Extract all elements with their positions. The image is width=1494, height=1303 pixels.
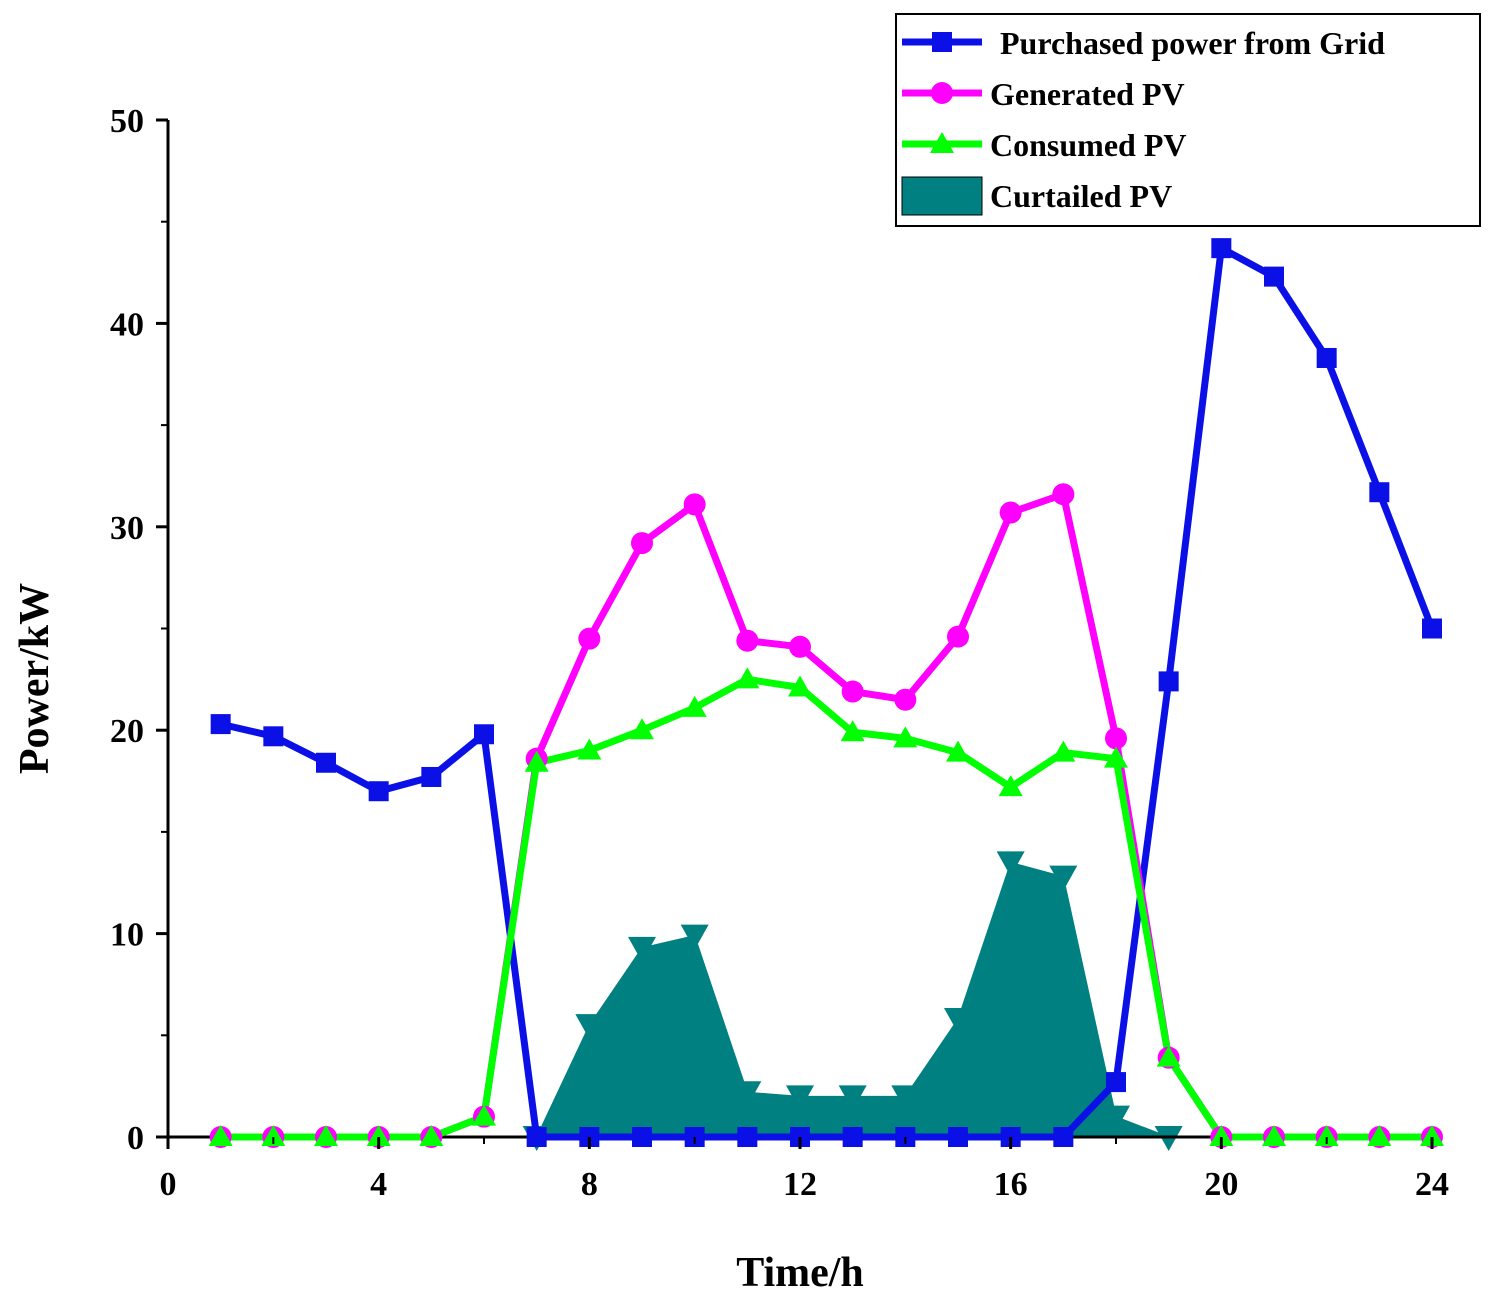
curtailed-pv-point xyxy=(575,1014,604,1040)
consumed-pv-point xyxy=(472,1104,496,1126)
y-axis-title: Power/kW xyxy=(12,583,58,774)
line-layer xyxy=(219,244,1436,1141)
legend-marker-generated-pv xyxy=(931,82,953,104)
generated-pv-point xyxy=(736,629,759,652)
x-tick-label: 8 xyxy=(581,1166,598,1203)
axes xyxy=(166,120,1432,1139)
legend-marker-consumed-pv xyxy=(930,132,954,153)
consumed-pv-point xyxy=(998,775,1023,797)
purchased-power-from-grid-point xyxy=(632,1127,652,1147)
legend-label-generated-pv: Generated PV xyxy=(990,76,1185,112)
x-tick-label: 12 xyxy=(783,1166,817,1203)
consumed-pv-point xyxy=(735,667,760,689)
consumed-pv-point xyxy=(261,1125,286,1146)
generated-pv-point xyxy=(1105,727,1127,750)
y-tick-label: 0 xyxy=(127,1120,144,1157)
x-tick-label: 4 xyxy=(370,1166,387,1203)
purchased-power-from-grid-point xyxy=(1211,238,1232,259)
consumed-pv-point xyxy=(1262,1125,1286,1146)
consumed-pv-line xyxy=(220,675,1432,1141)
purchased-power-from-grid-point xyxy=(842,1127,863,1147)
x-axis-title: Time/h xyxy=(736,1250,864,1296)
consumed-pv-point xyxy=(208,1125,233,1146)
consumed-pv-point xyxy=(893,726,918,748)
curtailed-pv-point xyxy=(1102,1105,1130,1131)
y-tick-label: 30 xyxy=(110,510,144,547)
consumed-pv-point xyxy=(1367,1125,1392,1146)
consumed-pv-point xyxy=(788,675,812,697)
purchased-power-from-grid-point xyxy=(1158,671,1179,692)
tick-layer: 0 10 20 30 40 50 0 4 8 12 16 20 24 xyxy=(110,103,1449,1203)
purchased-power-from-grid-point xyxy=(1264,266,1284,287)
legend-marker-purchased-power-from-grid xyxy=(932,32,952,52)
y-tick-label: 50 xyxy=(110,103,144,140)
purchased-power-from-grid-point xyxy=(737,1127,758,1147)
purchased-power-from-grid-point xyxy=(210,714,231,735)
purchased-power-from-grid-point xyxy=(263,726,284,747)
consumed-pv-point xyxy=(1314,1125,1339,1146)
legend-swatch-curtailed-pv xyxy=(901,176,983,216)
purchased-power-from-grid-point xyxy=(1316,347,1337,368)
consumed-pv-point xyxy=(840,720,865,742)
purchased-power-from-grid-point xyxy=(368,781,389,802)
purchased-power-from-grid-point xyxy=(1422,618,1442,639)
generated-pv-point xyxy=(631,532,653,555)
area-layer xyxy=(522,851,1183,1151)
consumed-pv-point xyxy=(682,695,707,717)
marker-layer xyxy=(208,238,1444,1148)
purchased-power-from-grid-point xyxy=(1369,482,1390,503)
y-tick-label: 20 xyxy=(110,713,144,750)
consumed-pv-point xyxy=(314,1125,338,1146)
generated-pv-point xyxy=(947,625,969,648)
consumed-pv-point xyxy=(524,750,549,772)
curtailed-pv-point xyxy=(891,1085,920,1111)
curtailed-pv-point xyxy=(996,851,1025,877)
consumed-pv-point xyxy=(419,1125,444,1146)
curtailed-pv-point xyxy=(1049,865,1078,891)
generated-pv-point xyxy=(1052,483,1075,506)
generated-pv-point xyxy=(999,501,1022,524)
curtailed-pv-point xyxy=(733,1081,762,1107)
legend-label-curtailed-pv: Curtailed PV xyxy=(990,178,1172,214)
legend-box xyxy=(895,13,1481,227)
consumed-pv-point xyxy=(366,1125,391,1146)
legend: Purchased power from Grid Generated PV Con… xyxy=(895,13,1481,227)
generated-pv-point xyxy=(841,680,864,703)
consumed-pv-point xyxy=(1420,1125,1444,1146)
generated-pv-point xyxy=(789,635,811,658)
purchased-power-from-grid-line xyxy=(219,244,1436,1141)
purchased-power-from-grid-point xyxy=(526,1127,547,1147)
purchased-power-from-grid-point xyxy=(1053,1127,1074,1147)
curtailed-pv-point xyxy=(786,1085,814,1111)
consumed-pv-point xyxy=(630,718,654,740)
x-tick-label: 20 xyxy=(1204,1166,1238,1203)
curtailed-pv-point xyxy=(680,924,709,950)
purchased-power-from-grid-point xyxy=(421,766,442,787)
y-tick-label: 10 xyxy=(110,917,144,954)
curtailed-pv-point xyxy=(628,936,656,962)
generated-pv-point xyxy=(683,493,706,516)
purchased-power-from-grid-point xyxy=(1106,1072,1126,1093)
generated-pv-point xyxy=(578,627,601,650)
generated-pv-line xyxy=(220,490,1432,1141)
legend-label-consumed-pv: Consumed PV xyxy=(990,127,1186,163)
purchased-power-from-grid-point xyxy=(474,724,494,745)
consumed-pv-point xyxy=(1156,1045,1181,1067)
consumed-pv-point xyxy=(946,740,970,762)
consumed-pv-point xyxy=(1104,746,1128,768)
legend-label-purchased-power-from-grid: Purchased power from Grid xyxy=(1000,25,1385,61)
x-tick-label: 0 xyxy=(160,1166,177,1203)
y-tick-label: 40 xyxy=(110,306,144,343)
curtailed-pv-point xyxy=(838,1085,867,1111)
consumed-pv-point xyxy=(1051,740,1076,762)
x-tick-label: 16 xyxy=(994,1166,1028,1203)
consumed-pv-point xyxy=(1209,1125,1234,1146)
purchased-power-from-grid-point xyxy=(316,752,336,773)
consumed-pv-point xyxy=(577,738,602,760)
purchased-power-from-grid-point xyxy=(948,1127,968,1147)
curtailed-pv-point xyxy=(944,1008,972,1034)
x-tick-label: 24 xyxy=(1415,1166,1449,1203)
generated-pv-point xyxy=(894,688,917,711)
